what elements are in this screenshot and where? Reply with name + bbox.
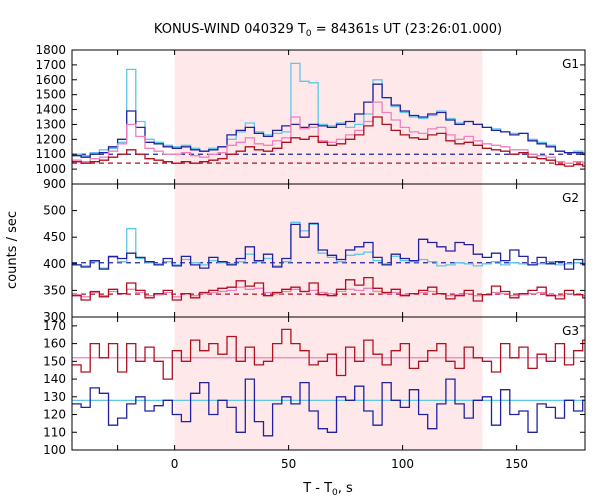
chart-title: KONUS-WIND 040329 T0 = 84361s UT (23:26:…: [154, 22, 502, 39]
y-tick-label: 500: [43, 204, 66, 218]
series-dark_blue: [72, 222, 585, 270]
shaded-interval: [174, 50, 483, 184]
y-tick-label: 1200: [35, 132, 66, 146]
y-tick-label: 1000: [35, 162, 66, 176]
y-tick-label: 140: [43, 372, 66, 386]
series-dark_red: [72, 276, 585, 302]
panel-data-group: [72, 221, 585, 302]
x-tick-label: 50: [281, 457, 296, 471]
y-tick-label: 110: [43, 425, 66, 439]
series-dark_blue: [72, 83, 585, 158]
series-dark_blue: [72, 378, 585, 437]
shaded-interval: [174, 317, 483, 450]
panel-label: G3: [562, 324, 579, 338]
y-tick-label: 350: [43, 283, 66, 297]
x-tick-label: 100: [391, 457, 414, 471]
y-tick-label: 1700: [35, 58, 66, 72]
x-tick-label: 150: [505, 457, 528, 471]
y-tick-label: 1500: [35, 88, 66, 102]
panel-data-group: [72, 328, 585, 437]
panel-g2: 300 350 400 450 500 G2: [43, 183, 586, 324]
y-tick-label: 130: [43, 390, 66, 404]
series-dark_red: [72, 328, 585, 380]
y-tick-label: 170: [43, 319, 66, 333]
y-tick-label: 1800: [35, 43, 66, 57]
plot-layer: 900100011001200130014001500160017001800G…: [35, 43, 586, 471]
y-tick-label: 100: [43, 443, 66, 457]
shaded-interval: [174, 184, 483, 317]
panel-data-group: [72, 62, 585, 167]
y-tick-label: 1300: [35, 117, 66, 131]
series-pink: [72, 101, 585, 164]
panel-label: G1: [562, 57, 579, 71]
x-axis-label: T - T0, s: [302, 481, 353, 498]
y-tick-label: 150: [43, 354, 66, 368]
y-tick-label: 400: [43, 257, 66, 271]
panel-frame: [71, 316, 586, 451]
y-tick-label: 1400: [35, 103, 66, 117]
y-tick-label: 1100: [35, 147, 66, 161]
y-axis-label: counts / sec: [5, 211, 20, 289]
panel-g3: 100 110 120 130 140 150 160 170 G3: [43, 316, 586, 457]
y-tick-label: 450: [43, 230, 66, 244]
series-dark_red: [72, 116, 585, 167]
x-tick-label: 0: [171, 457, 179, 471]
y-tick-label: 160: [43, 337, 66, 351]
panel-label: G2: [562, 191, 579, 205]
y-tick-label: 120: [43, 408, 66, 422]
y-tick-label: 300: [43, 310, 66, 324]
y-tick-label: 900: [43, 177, 66, 191]
y-tick-label: 1600: [35, 73, 66, 87]
